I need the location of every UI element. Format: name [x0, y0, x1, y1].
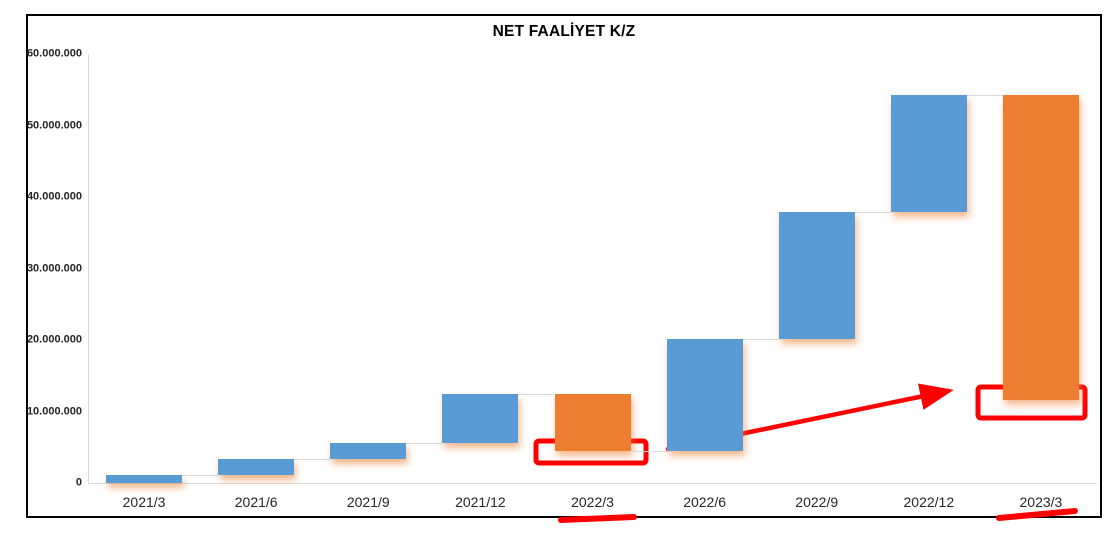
waterfall-bar-2022-12 [890, 94, 967, 212]
waterfall-connector-line [742, 339, 779, 341]
y-axis-tick-label: 10.000.000 [26, 405, 82, 417]
y-axis-tick-label: 40.000.000 [26, 190, 82, 203]
waterfall-bar-2022-3 [554, 393, 631, 451]
waterfall-bar-2021-9 [330, 442, 407, 460]
waterfall-connector-line [630, 450, 667, 452]
x-axis-label-2022-3: 2022/3 [571, 494, 614, 510]
x-axis-label-2022-6: 2022/6 [683, 494, 727, 510]
waterfall-bar-2021-12 [442, 393, 519, 443]
x-axis-label-2021-9: 2021/9 [346, 494, 390, 510]
waterfall-connector-line [406, 442, 443, 444]
y-axis-tick-label: 60.000.000 [26, 47, 82, 60]
y-axis-tick-label: 30.000.000 [26, 262, 82, 274]
x-axis-label-2021-3: 2021/3 [122, 494, 166, 510]
waterfall-bar-2023-3 [1002, 94, 1079, 401]
waterfall-bar-2022-6 [666, 339, 743, 451]
waterfall-bar-2021-3 [106, 474, 183, 483]
waterfall-bar-2022-9 [778, 212, 855, 340]
y-axis-tick-label: 20.000.000 [26, 333, 82, 346]
waterfall-connector-line [518, 393, 555, 395]
y-axis-line [88, 54, 89, 483]
chart-title: NET FAALİYET K/Z [492, 23, 636, 40]
x-axis-label-2021-12: 2021/12 [455, 494, 506, 510]
waterfall-connector-line [854, 212, 891, 213]
x-axis-line [88, 483, 1097, 484]
waterfall-connector-line [966, 94, 1003, 96]
x-axis-label-2022-9: 2022/9 [795, 494, 839, 510]
x-axis-label-2023-3: 2023/3 [1019, 494, 1063, 510]
waterfall-connector-line [182, 474, 219, 476]
x-axis-label-2021-6: 2021/6 [234, 494, 278, 510]
waterfall-bar-2021-6 [218, 459, 295, 475]
y-axis-tick-label: 0 [75, 476, 82, 489]
y-axis-tick-label: 50.000.000 [26, 119, 82, 131]
waterfall-connector-line [294, 459, 331, 461]
x-axis-label-2022-12: 2022/12 [903, 494, 955, 510]
